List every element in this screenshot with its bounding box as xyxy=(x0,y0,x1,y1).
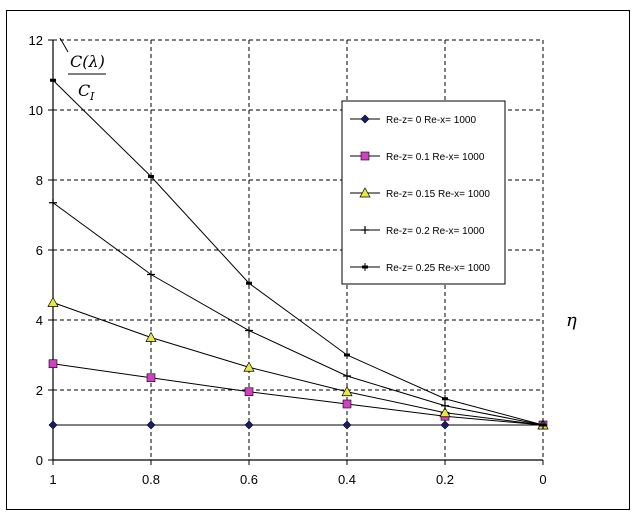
legend-label: Re-z= 0.2 Re-x= 1000 xyxy=(386,226,485,237)
y-tick-label: 2 xyxy=(36,383,43,398)
y-axis-label-top: C(λ) xyxy=(70,52,105,71)
x-tick-label: 0 xyxy=(539,472,546,487)
axes xyxy=(48,39,544,465)
legend-label: Re-z= 0.15 Re-x= 1000 xyxy=(386,189,490,200)
legend-entry-5: Re-z= 0.25 Re-x= 1000 xyxy=(350,263,490,274)
y-tick-label: 8 xyxy=(36,173,43,188)
series-line xyxy=(52,79,544,426)
data-point xyxy=(243,361,255,372)
series-2 xyxy=(48,359,548,430)
legend-entry-3: Re-z= 0.15 Re-x= 1000 xyxy=(350,187,490,200)
x-tick-label: 0.8 xyxy=(142,472,160,487)
legend-entry-4: Re-z= 0.2 Re-x= 1000 xyxy=(350,226,485,237)
y-axis-label-bottom-sub: I xyxy=(89,90,95,103)
data-point xyxy=(342,399,352,409)
data-point xyxy=(47,296,59,307)
series-3 xyxy=(47,296,549,430)
series-line xyxy=(52,202,544,426)
y-axis-label-leader xyxy=(59,37,69,53)
legend-marker xyxy=(359,187,371,198)
y-tick-label: 6 xyxy=(36,243,43,258)
legend-entry-2: Re-z= 0.1 Re-x= 1000 xyxy=(350,151,485,163)
data-point xyxy=(146,373,156,383)
data-point xyxy=(244,387,254,397)
x-tick-label: 1 xyxy=(49,472,56,487)
data-point xyxy=(341,386,353,397)
series-line xyxy=(52,363,544,426)
legend-marker xyxy=(361,226,369,234)
data-point xyxy=(342,420,352,430)
x-tick-label: 0.2 xyxy=(436,472,454,487)
data-point xyxy=(145,331,157,342)
data-point xyxy=(343,372,351,380)
y-tick-label: 4 xyxy=(36,313,43,328)
y-axis-label-bottom: C xyxy=(78,81,90,100)
data-point xyxy=(147,270,155,279)
legend-label: Re-z= 0 Re-x= 1000 xyxy=(386,115,476,126)
y-tick-label: 12 xyxy=(29,33,43,48)
legend-entry-1: Re-z= 0 Re-x= 1000 xyxy=(350,114,476,126)
data-point xyxy=(441,401,449,410)
data-point xyxy=(146,420,156,430)
data-point xyxy=(439,407,451,418)
data-point xyxy=(245,326,253,335)
data-point xyxy=(244,420,254,430)
series-1 xyxy=(48,420,548,430)
legend-marker xyxy=(360,114,370,124)
data-point xyxy=(48,359,58,369)
tick-labels: 0 2 4 6 8 10 12 1 0.8 0.6 0.4 0.2 0 xyxy=(29,33,547,487)
series-5 xyxy=(50,76,546,429)
chart-frame xyxy=(6,10,630,510)
x-tick-label: 0.6 xyxy=(240,472,258,487)
data-point xyxy=(48,420,58,430)
legend-label: Re-z= 0.1 Re-x= 1000 xyxy=(386,152,485,163)
x-axis-label: η xyxy=(566,310,577,331)
legend-label: Re-z= 0.25 Re-x= 1000 xyxy=(386,263,490,274)
data-point xyxy=(49,198,57,207)
y-tick-label: 0 xyxy=(36,453,43,468)
series-group xyxy=(47,76,549,430)
data-point xyxy=(440,420,450,430)
series-line xyxy=(52,302,544,426)
legend-marker xyxy=(360,151,370,161)
x-tick-label: 0.4 xyxy=(338,472,356,487)
y-tick-label: 10 xyxy=(29,103,43,118)
legend: Re-z= 0 Re-x= 1000 Re-z= 0.1 Re-x= 1000 Re… xyxy=(341,100,506,285)
